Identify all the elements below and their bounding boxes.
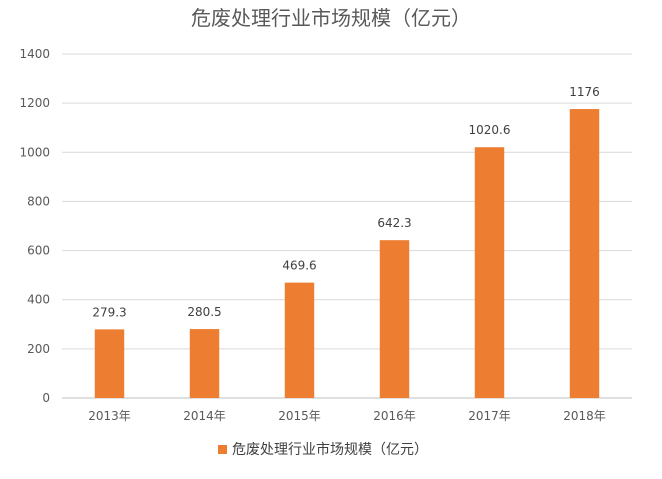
legend: 危废处理行业市场规模（亿元） <box>218 441 428 458</box>
y-tick-label: 400 <box>27 293 50 307</box>
bar <box>189 329 220 398</box>
x-tick-label: 2014年 <box>183 409 226 423</box>
bar <box>474 147 505 398</box>
y-tick-label: 0 <box>42 391 50 405</box>
data-label: 642.3 <box>377 216 411 230</box>
legend-label: 危废处理行业市场规模（亿元） <box>232 441 428 458</box>
gridlines <box>62 53 632 399</box>
legend-swatch <box>218 445 227 454</box>
x-tick-label: 2016年 <box>373 409 416 423</box>
data-labels: 279.3 280.5 469.6 642.3 1020.6 1176 <box>92 85 599 319</box>
data-label: 1020.6 <box>469 123 511 137</box>
bars <box>94 109 600 398</box>
data-label: 279.3 <box>92 305 126 319</box>
chart-title: 危废处理行业市场规模（亿元） <box>191 6 471 30</box>
y-tick-label: 1400 <box>19 47 50 61</box>
y-tick-label: 600 <box>27 244 50 258</box>
bar <box>94 329 125 398</box>
x-tick-label: 2017年 <box>468 409 511 423</box>
x-tick-label: 2015年 <box>278 409 321 423</box>
y-axis: 0 200 400 600 800 1000 1200 1400 <box>19 47 50 405</box>
x-tick-label: 2018年 <box>563 409 606 423</box>
x-axis: 2013年 2014年 2015年 2016年 2017年 2018年 <box>88 409 606 423</box>
data-label: 280.5 <box>187 305 221 319</box>
bar <box>284 282 315 398</box>
data-label: 1176 <box>569 85 600 99</box>
bar <box>379 240 410 398</box>
y-tick-label: 1200 <box>19 96 50 110</box>
y-tick-label: 1000 <box>19 145 50 159</box>
bar <box>569 109 600 398</box>
x-tick-label: 2013年 <box>88 409 131 423</box>
y-tick-label: 200 <box>27 342 50 356</box>
y-tick-label: 800 <box>27 194 50 208</box>
data-label: 469.6 <box>282 259 316 273</box>
